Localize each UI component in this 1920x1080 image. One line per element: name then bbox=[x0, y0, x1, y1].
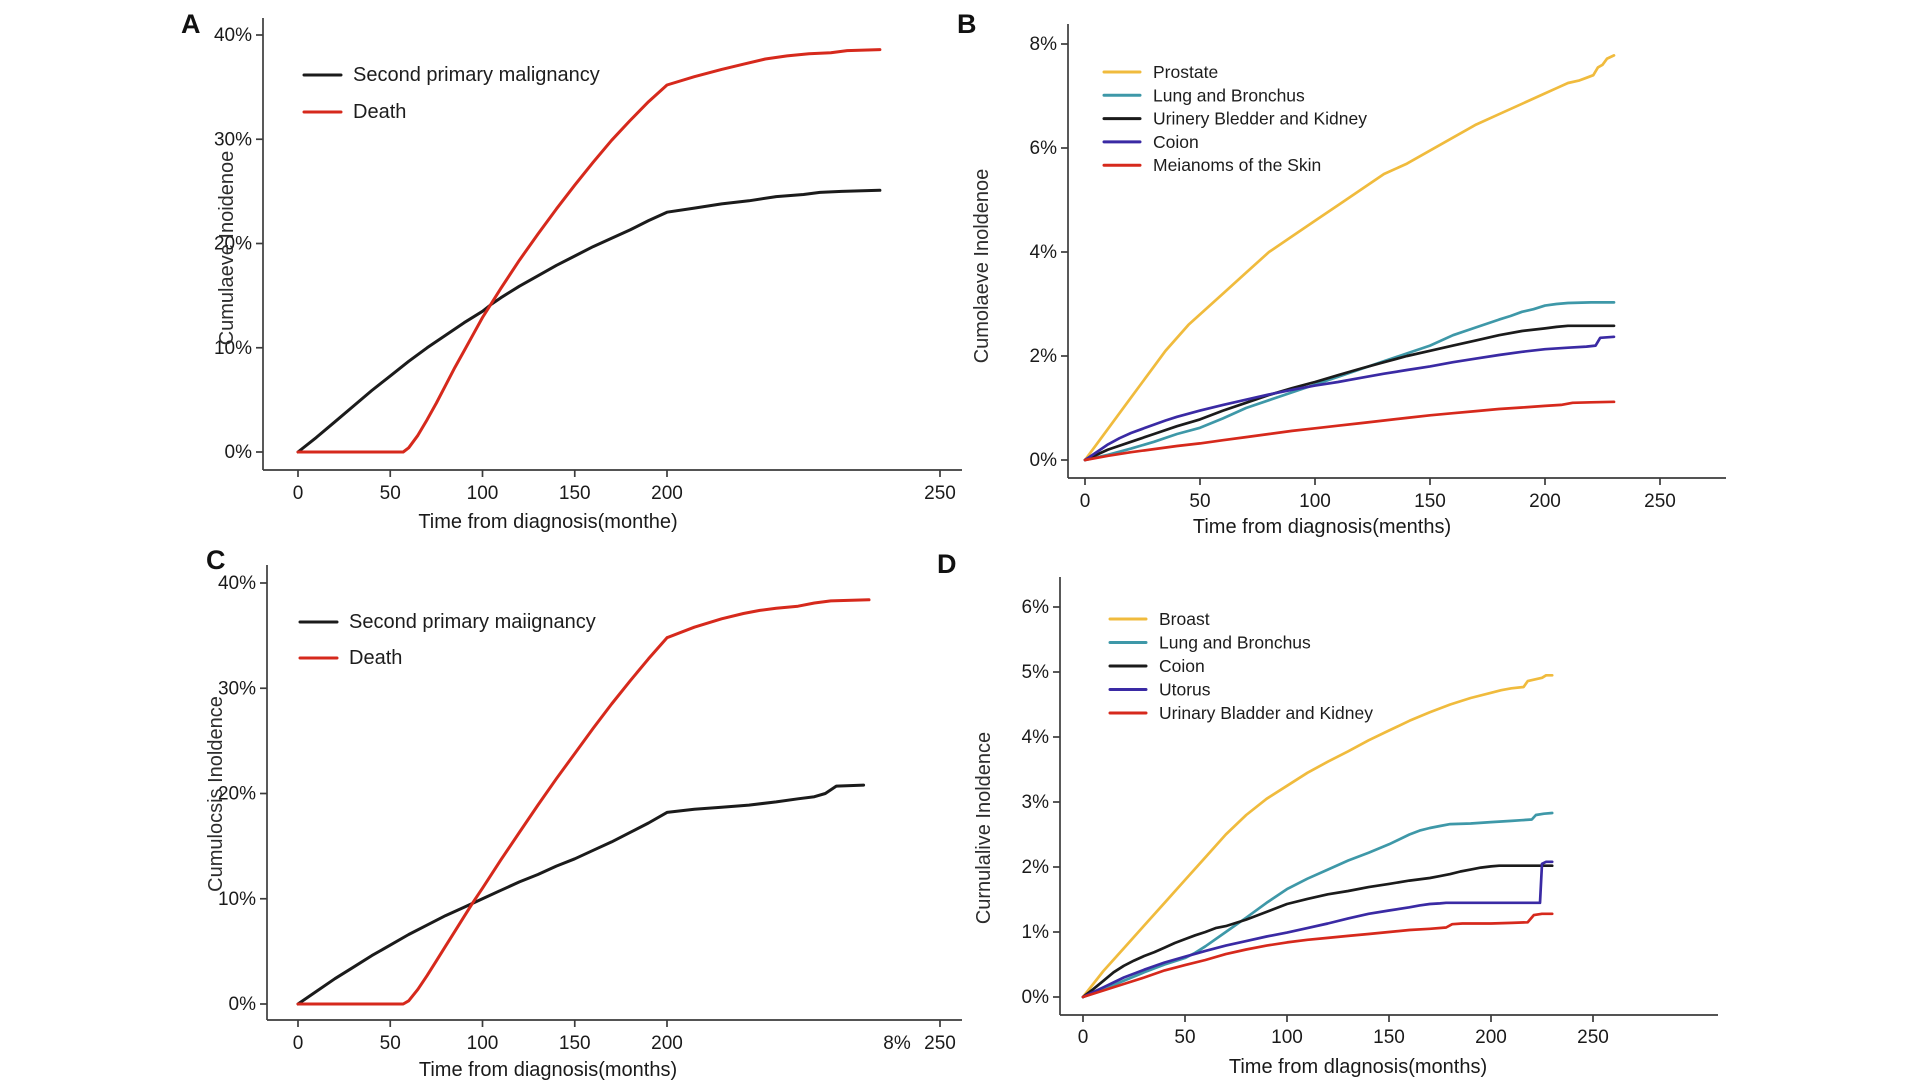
series-line-coion bbox=[1083, 335, 1616, 462]
panel-letter: A bbox=[181, 9, 201, 39]
series-line-second-primary-maiignancy bbox=[296, 783, 866, 1006]
series-line-second-primary-malignancy bbox=[296, 188, 882, 454]
legend-label-second-primary-maiignancy: Second primary maiignancy bbox=[349, 611, 596, 633]
x-tick-label: 100 bbox=[467, 483, 499, 504]
x-tick-label: 250 bbox=[1577, 1027, 1609, 1048]
y-tick-label: 10% bbox=[218, 889, 256, 910]
legend-label-prostate: Prostate bbox=[1153, 62, 1218, 82]
x-axis-label: Time from diagnosis(monthe) bbox=[418, 511, 677, 533]
y-tick-label: 20% bbox=[214, 234, 252, 255]
legend-label-lung-and-bronchus: Lung and Bronchus bbox=[1153, 85, 1305, 105]
x-axis-label: Time from diagnosis(menths) bbox=[1193, 516, 1451, 538]
y-tick-label: 6% bbox=[1030, 138, 1058, 159]
y-tick-label: 0% bbox=[225, 442, 253, 463]
x-tick-label: 150 bbox=[1414, 491, 1446, 512]
series-line-coion bbox=[1081, 864, 1554, 999]
series-line-lung-and-bronchus bbox=[1081, 811, 1554, 999]
y-tick-label: 6% bbox=[1022, 597, 1050, 618]
y-tick-label: 2% bbox=[1022, 857, 1050, 878]
y-axis-label: Cumolaeve Inoldenoe bbox=[971, 169, 993, 364]
x-tick-label: 100 bbox=[1299, 491, 1331, 512]
legend-label-urinery-bledder-and-kidney: Urinery Bledder and Kidney bbox=[1153, 109, 1367, 129]
y-tick-label: 4% bbox=[1030, 242, 1058, 263]
x-axis-label: Time from dlagnosis(months) bbox=[1229, 1056, 1487, 1078]
y-axis-label: Cumulaeve Inoidenoe bbox=[216, 151, 238, 346]
x-tick-label: 150 bbox=[1373, 1027, 1405, 1048]
y-tick-label: 30% bbox=[218, 678, 256, 699]
y-tick-label: 0% bbox=[1030, 450, 1058, 471]
x-tick-label: 0 bbox=[293, 1033, 304, 1054]
x-tick-label: 200 bbox=[1475, 1027, 1507, 1048]
x-tick-label: 0 bbox=[293, 483, 304, 504]
x-tick-label: 0 bbox=[1080, 491, 1091, 512]
series-line-meianoms-of-the-skin bbox=[1083, 400, 1616, 462]
panel-d: 0% 1% 2% 3% 4% 5% 6% 0 50 100 150 200 250 Time from d… bbox=[937, 549, 1718, 1078]
x-tick-label: 200 bbox=[651, 483, 683, 504]
legend-label-death: Death bbox=[353, 101, 406, 123]
y-tick-label: 30% bbox=[214, 129, 252, 150]
y-tick-label: 20% bbox=[218, 784, 256, 805]
panel-letter: C bbox=[206, 545, 226, 575]
panel-a: 0% 10% 20% 30% 40% 0 50 100 150 200 250 Time from d… bbox=[181, 9, 962, 533]
y-axis-label: Curnulalive Inoldence bbox=[973, 732, 995, 924]
series-line-urinary-bladder-and-kidney bbox=[1081, 912, 1554, 999]
x-tick-label: 250 bbox=[1644, 491, 1676, 512]
legend-label-utorus: Utorus bbox=[1159, 680, 1211, 700]
x-tick-label: 0 bbox=[1078, 1027, 1089, 1048]
y-tick-label: 2% bbox=[1030, 346, 1058, 367]
y-tick-label: 0% bbox=[229, 994, 257, 1015]
x-axis-label: Time from diagnosis(months) bbox=[419, 1059, 677, 1080]
legend-label-second-primary-malignancy: Second primary malignancy bbox=[353, 64, 600, 86]
x-tick-label: 150 bbox=[559, 483, 591, 504]
x-tick-label: 50 bbox=[380, 1033, 401, 1054]
stray-axis-label: 8% bbox=[883, 1033, 911, 1054]
x-tick-label: 50 bbox=[380, 483, 401, 504]
x-tick-label: 50 bbox=[1174, 1027, 1195, 1048]
x-tick-label: 200 bbox=[651, 1033, 683, 1054]
y-tick-label: 10% bbox=[214, 338, 252, 359]
x-tick-label: 200 bbox=[1529, 491, 1561, 512]
series-line-death bbox=[296, 48, 882, 454]
y-tick-label: 8% bbox=[1030, 34, 1058, 55]
panel-c: 0% 10% 20% 30% 40% 0 50 100 150 200 250 8% Time from… bbox=[205, 545, 962, 1080]
legend-label-urinary-bladder-and-kidney: Urinary Bladder and Kidney bbox=[1159, 703, 1373, 723]
x-tick-label: 150 bbox=[559, 1033, 591, 1054]
legend-label-coion: Coion bbox=[1153, 132, 1199, 152]
series-line-death bbox=[296, 598, 871, 1006]
legend-label-coion: Coion bbox=[1159, 656, 1205, 676]
x-tick-label: 250 bbox=[924, 483, 956, 504]
y-tick-label: 0% bbox=[1022, 987, 1050, 1008]
legend-label-lung-and-bronchus: Lung and Bronchus bbox=[1159, 633, 1311, 653]
series-line-urinery-bledder-and-kidney bbox=[1083, 324, 1616, 462]
series-line-broast bbox=[1081, 673, 1554, 999]
x-tick-label: 100 bbox=[1271, 1027, 1303, 1048]
y-tick-label: 4% bbox=[1022, 727, 1050, 748]
y-tick-label: 3% bbox=[1022, 792, 1050, 813]
legend-label-meianoms-of-the-skin: Meianoms of the Skin bbox=[1153, 155, 1321, 175]
legend-label-broast: Broast bbox=[1159, 609, 1210, 629]
legend-label-death: Death bbox=[349, 647, 402, 669]
panel-b: 0% 2% 4% 6% 8% 0 50 100 150 200 250 Time from diagn… bbox=[957, 9, 1726, 538]
y-tick-label: 40% bbox=[214, 25, 252, 46]
x-tick-label: 250 bbox=[924, 1033, 956, 1054]
y-tick-label: 5% bbox=[1022, 662, 1050, 683]
y-axis-label: Cumulocsis Inoldence bbox=[205, 696, 227, 892]
y-tick-label: 40% bbox=[218, 573, 256, 594]
panel-letter: D bbox=[937, 549, 957, 579]
series-line-prostate bbox=[1083, 54, 1616, 462]
y-tick-label: 1% bbox=[1022, 922, 1050, 943]
x-tick-label: 50 bbox=[1189, 491, 1210, 512]
panel-letter: B bbox=[957, 9, 977, 39]
series-line-utorus bbox=[1081, 860, 1554, 999]
x-tick-label: 100 bbox=[467, 1033, 499, 1054]
